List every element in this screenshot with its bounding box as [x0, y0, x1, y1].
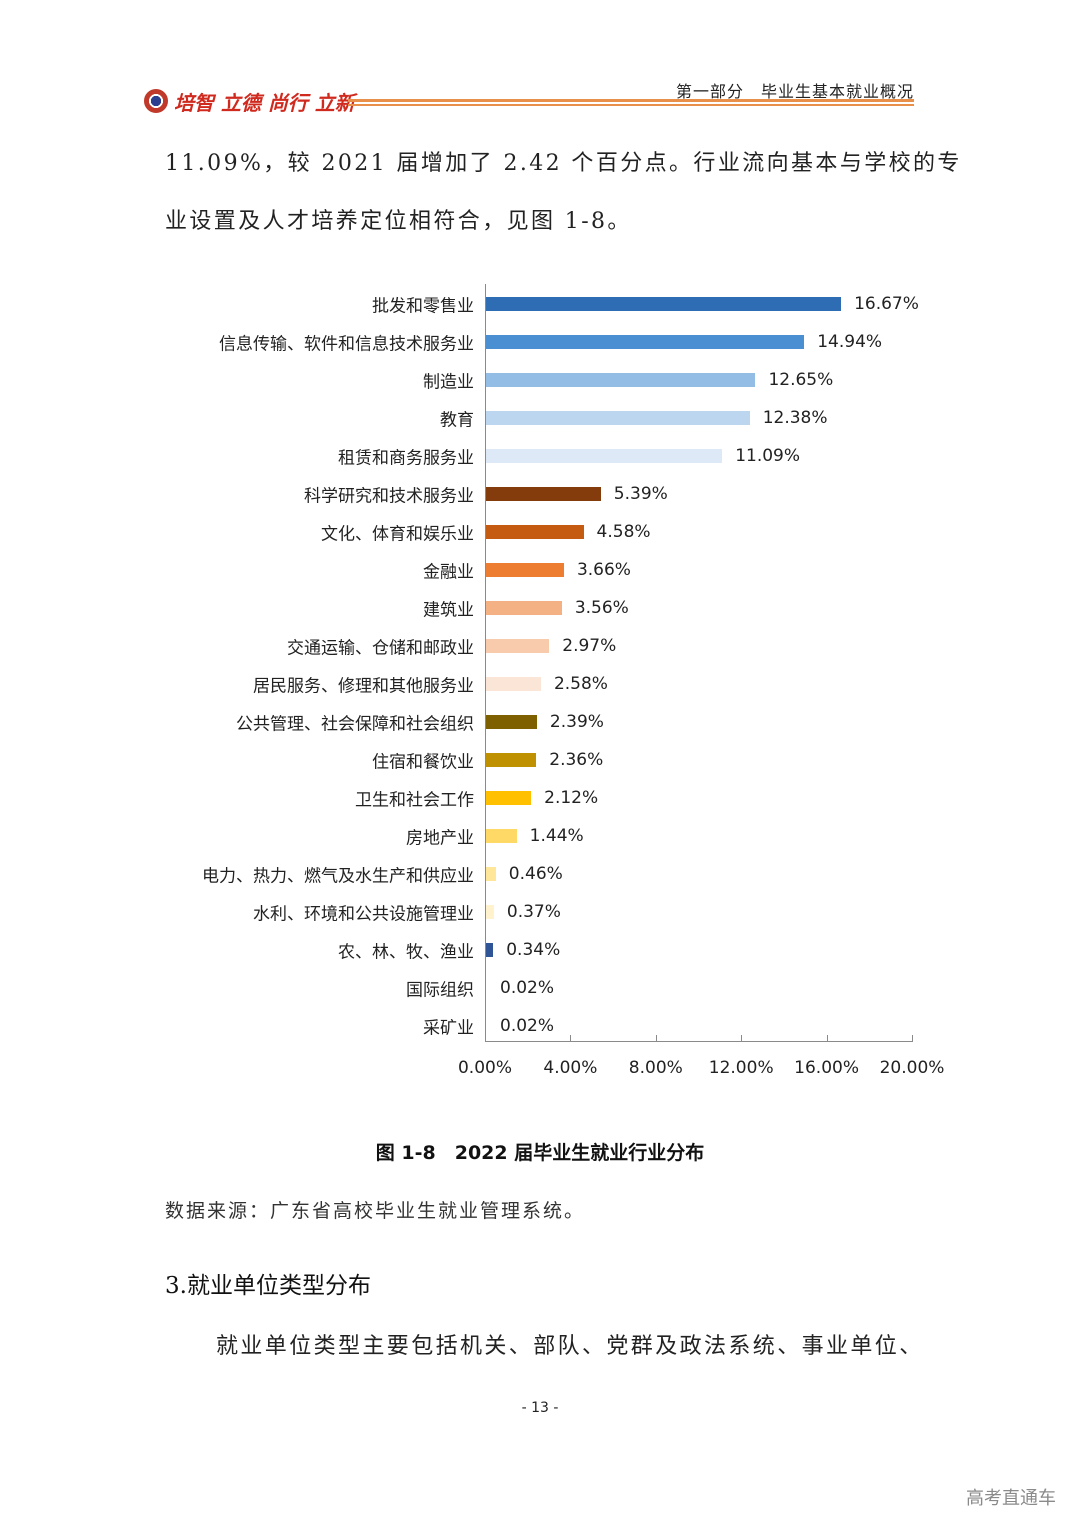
- bar: [486, 1019, 487, 1033]
- bar: [486, 601, 562, 615]
- value-label: 14.94%: [817, 332, 883, 352]
- category-label: 卫生和社会工作: [355, 790, 474, 811]
- category-label: 信息传输、软件和信息技术服务业: [219, 334, 474, 355]
- category-label: 教育: [440, 410, 474, 431]
- value-label: 0.46%: [508, 864, 563, 884]
- x-tick: [570, 1035, 572, 1042]
- category-label: 房地产业: [406, 828, 474, 849]
- bar: [486, 449, 723, 463]
- value-label: 11.09%: [735, 446, 801, 466]
- value-label: 1.44%: [529, 826, 584, 846]
- industry-bar-chart: 批发和零售业 16.67% 信息传输、软件和信息技术服务业 14.94% 制造业 12.6…: [202, 284, 945, 1078]
- category-label: 制造业: [423, 372, 474, 393]
- x-tick: [826, 1035, 828, 1042]
- category-label: 国际组织: [406, 980, 474, 1001]
- x-tick-label: 16.00%: [794, 1058, 860, 1078]
- value-label: 5.39%: [613, 484, 668, 504]
- category-label: 采矿业: [423, 1018, 474, 1039]
- bar: [486, 373, 756, 387]
- category-label: 农、林、牧、渔业: [338, 942, 474, 963]
- figure-caption: 图 1-8 2022 届毕业生就业行业分布: [375, 1142, 705, 1164]
- bar: [486, 715, 537, 729]
- header-logo: 培智 立德 尚行 立新: [144, 86, 355, 116]
- paragraph-line-1: 11.09%，较 2021 届增加了 2.42 个百分点。行业流向基本与学校的专: [165, 151, 962, 176]
- category-label: 文化、体育和娱乐业: [321, 524, 474, 545]
- bar: [486, 905, 494, 919]
- bar: [486, 829, 517, 843]
- category-label: 建筑业: [423, 600, 474, 621]
- school-emblem-icon: [144, 89, 168, 113]
- category-label: 金融业: [423, 562, 474, 583]
- category-label: 批发和零售业: [372, 296, 474, 317]
- bar: [486, 487, 601, 501]
- bar: [486, 677, 541, 691]
- category-label: 公共管理、社会保障和社会组织: [236, 714, 474, 735]
- x-tick-label: 12.00%: [708, 1058, 774, 1078]
- value-label: 3.66%: [576, 560, 631, 580]
- x-tick: [912, 1035, 913, 1042]
- bar: [486, 943, 494, 957]
- value-label: 12.38%: [762, 408, 828, 428]
- paragraph-line-2: 业设置及人才培养定位相符合，见图 1-8。: [165, 209, 632, 234]
- value-label: 3.56%: [574, 598, 629, 618]
- category-label: 租赁和商务服务业: [338, 448, 474, 469]
- value-label: 0.37%: [506, 902, 561, 922]
- value-label: 0.34%: [506, 940, 561, 960]
- bar: [486, 867, 496, 881]
- bar: [486, 563, 564, 577]
- x-tick: [741, 1035, 743, 1042]
- x-tick-label: 4.00%: [543, 1058, 598, 1078]
- value-label: 4.58%: [596, 522, 651, 542]
- category-label: 电力、热力、燃气及水生产和供应业: [202, 866, 474, 887]
- category-label: 住宿和餐饮业: [372, 752, 474, 773]
- bar: [486, 981, 487, 995]
- header-rule-thin: [348, 104, 914, 106]
- section-heading: 3.就业单位类型分布: [165, 1273, 371, 1299]
- bar: [486, 639, 550, 653]
- section-title: 第一部分 毕业生基本就业概况: [675, 82, 914, 101]
- x-tick-label: 0.00%: [457, 1058, 513, 1078]
- value-label: 2.12%: [544, 788, 599, 808]
- x-tick-label: 20.00%: [879, 1058, 945, 1078]
- value-label: 0.02%: [500, 1016, 555, 1036]
- bar: [486, 753, 537, 767]
- value-label: 2.58%: [553, 674, 608, 694]
- category-label: 居民服务、修理和其他服务业: [253, 676, 474, 697]
- bar: [486, 411, 750, 425]
- value-label: 16.67%: [854, 294, 919, 314]
- bar: [486, 335, 805, 349]
- y-axis: [485, 284, 486, 1042]
- x-tick: [655, 1035, 657, 1042]
- value-label: 2.36%: [549, 750, 604, 770]
- data-source-note: 数据来源：广东省高校毕业生就业管理系统。: [165, 1200, 586, 1222]
- paragraph-line-3: 就业单位类型主要包括机关、部队、党群及政法系统、事业单位、: [216, 1334, 924, 1359]
- logo-motto: 培智 立德 尚行 立新: [174, 90, 355, 115]
- bar: [486, 297, 842, 311]
- category-label: 交通运输、仓储和邮政业: [287, 638, 474, 659]
- bar: [486, 791, 532, 805]
- category-label: 水利、环境和公共设施管理业: [253, 904, 474, 925]
- value-label: 2.97%: [562, 636, 617, 656]
- watermark: 高考直通车: [966, 1488, 1056, 1509]
- value-label: 2.39%: [549, 712, 604, 732]
- category-label: 科学研究和技术服务业: [304, 486, 474, 507]
- page-number: - 13 -: [521, 1400, 559, 1416]
- value-label: 12.65%: [768, 370, 834, 390]
- header-rule: [348, 99, 914, 102]
- value-label: 0.02%: [500, 978, 555, 998]
- x-axis: [485, 1041, 913, 1042]
- x-tick-label: 8.00%: [628, 1058, 683, 1078]
- bar: [486, 525, 584, 539]
